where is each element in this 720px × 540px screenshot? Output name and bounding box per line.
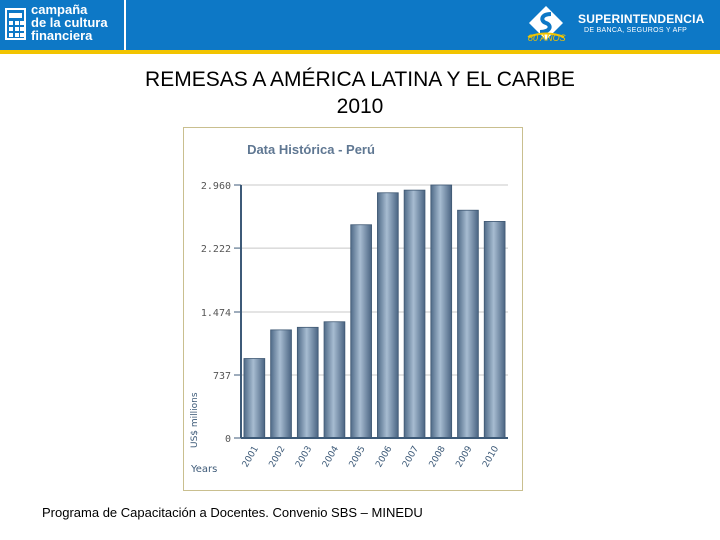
- sbs-emblem-icon: [527, 6, 565, 40]
- x-tick-label-2008: 2008: [428, 444, 448, 469]
- campaign-line-3: financiera: [31, 28, 93, 43]
- footer-text: Programa de Capacitación a Docentes. Con…: [42, 505, 423, 520]
- bar-2008: [430, 184, 453, 439]
- x-tick-label-2010: 2010: [481, 444, 501, 469]
- x-axis-label: Years: [190, 464, 217, 475]
- x-tick-label-2001: 2001: [241, 445, 261, 470]
- bar-2002: [270, 329, 292, 439]
- header-stripe: [0, 50, 720, 54]
- bar-2001: [243, 358, 266, 439]
- x-tick-label-2006: 2006: [374, 444, 394, 469]
- bar-2006: [377, 192, 399, 439]
- bar-2003: [296, 326, 319, 439]
- chart-title: Data Histórica - Perú: [247, 142, 375, 157]
- y-tick-label-0: 0: [225, 434, 231, 445]
- y-tick-label-2: 1.474: [201, 308, 231, 319]
- calculator-icon: [5, 8, 26, 40]
- y-tick-label-3: 2.222: [201, 244, 231, 255]
- anniversary-badge: 80 AÑOS: [528, 33, 566, 43]
- campaign-logo[interactable]: campaña de la cultura financiera: [0, 0, 126, 50]
- y-tick-label-1: 737: [213, 371, 231, 382]
- slide-title-line-1: REMESAS A AMÉRICA LATINA Y EL CARIBE: [145, 68, 575, 91]
- x-tick-label-2004: 2004: [321, 444, 341, 469]
- x-tick-label-2002: 2002: [268, 445, 288, 470]
- campaign-line-2: de la cultura: [31, 15, 108, 30]
- x-tick-label-2009: 2009: [454, 444, 474, 469]
- x-tick-label-2007: 2007: [401, 445, 421, 470]
- bar-2005: [350, 224, 372, 439]
- bar-2007: [403, 189, 426, 439]
- x-tick-label-2005: 2005: [348, 445, 368, 470]
- slide-title-line-2: 2010: [336, 95, 384, 118]
- bar-2004: [323, 321, 346, 439]
- slide-title: REMESAS A AMÉRICA LATINA Y EL CARIBE 201…: [60, 66, 660, 120]
- sbs-subtitle: DE BANCA, SEGUROS Y AFP: [584, 27, 688, 34]
- y-tick-label-4: 2.960: [201, 181, 231, 192]
- bar-2010: [483, 221, 506, 439]
- campaign-text: campaña de la cultura financiera: [31, 3, 108, 42]
- chart-frame: Data Histórica - Perú 0 737 1.474 2.222 2.96…: [183, 127, 523, 491]
- y-axis-label: US$ millions: [190, 392, 200, 448]
- campaign-line-1: campaña: [31, 2, 88, 17]
- bar-2009: [457, 209, 479, 439]
- sbs-name: SUPERINTENDENCIA: [578, 12, 705, 26]
- x-tick-label-2003: 2003: [294, 445, 314, 470]
- remittances-bar-chart: Data Histórica - Perú 0 737 1.474 2.222 2.96…: [190, 142, 508, 475]
